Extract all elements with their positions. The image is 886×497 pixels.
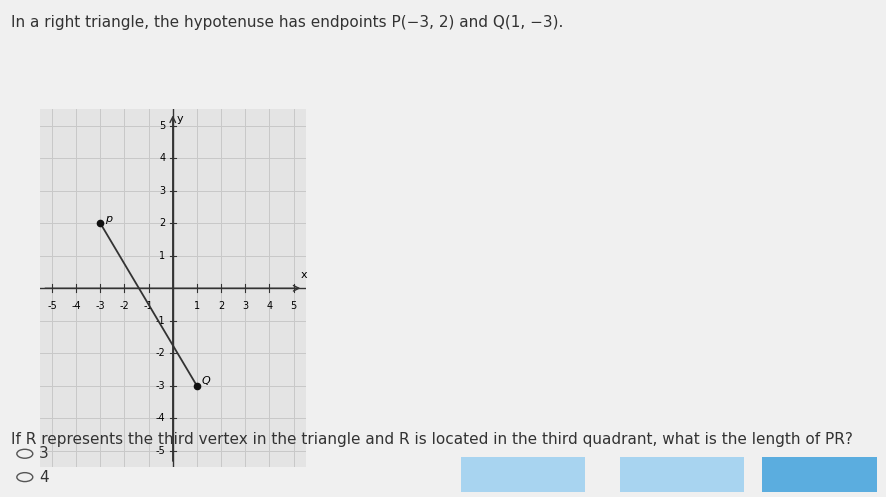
Text: -3: -3	[156, 381, 166, 391]
Text: In a right triangle, the hypotenuse has endpoints P(−3, 2) and Q(1, −3).: In a right triangle, the hypotenuse has …	[11, 15, 563, 30]
Text: 3: 3	[39, 446, 49, 461]
Text: -4: -4	[71, 301, 81, 311]
Text: 4: 4	[267, 301, 273, 311]
Text: x: x	[301, 270, 307, 280]
Text: -5: -5	[156, 446, 166, 456]
Text: 5: 5	[291, 301, 297, 311]
Text: 4: 4	[39, 470, 49, 485]
Text: -5: -5	[47, 301, 57, 311]
Text: 3: 3	[159, 186, 166, 196]
Text: 1: 1	[159, 250, 166, 261]
Text: Q: Q	[201, 376, 210, 386]
Text: If R represents the third vertex in the triangle and R is located in the third q: If R represents the third vertex in the …	[11, 432, 852, 447]
Text: -2: -2	[156, 348, 166, 358]
Text: -1: -1	[144, 301, 153, 311]
Text: -4: -4	[156, 414, 166, 423]
Text: 1: 1	[194, 301, 200, 311]
Text: 2: 2	[218, 301, 224, 311]
Text: -1: -1	[156, 316, 166, 326]
Text: -3: -3	[96, 301, 105, 311]
Text: 3: 3	[242, 301, 248, 311]
Text: 4: 4	[159, 153, 166, 163]
Text: 5: 5	[159, 121, 166, 131]
Text: -2: -2	[120, 301, 129, 311]
Text: 2: 2	[159, 218, 166, 228]
Text: p: p	[105, 214, 112, 224]
Text: y: y	[177, 114, 183, 124]
